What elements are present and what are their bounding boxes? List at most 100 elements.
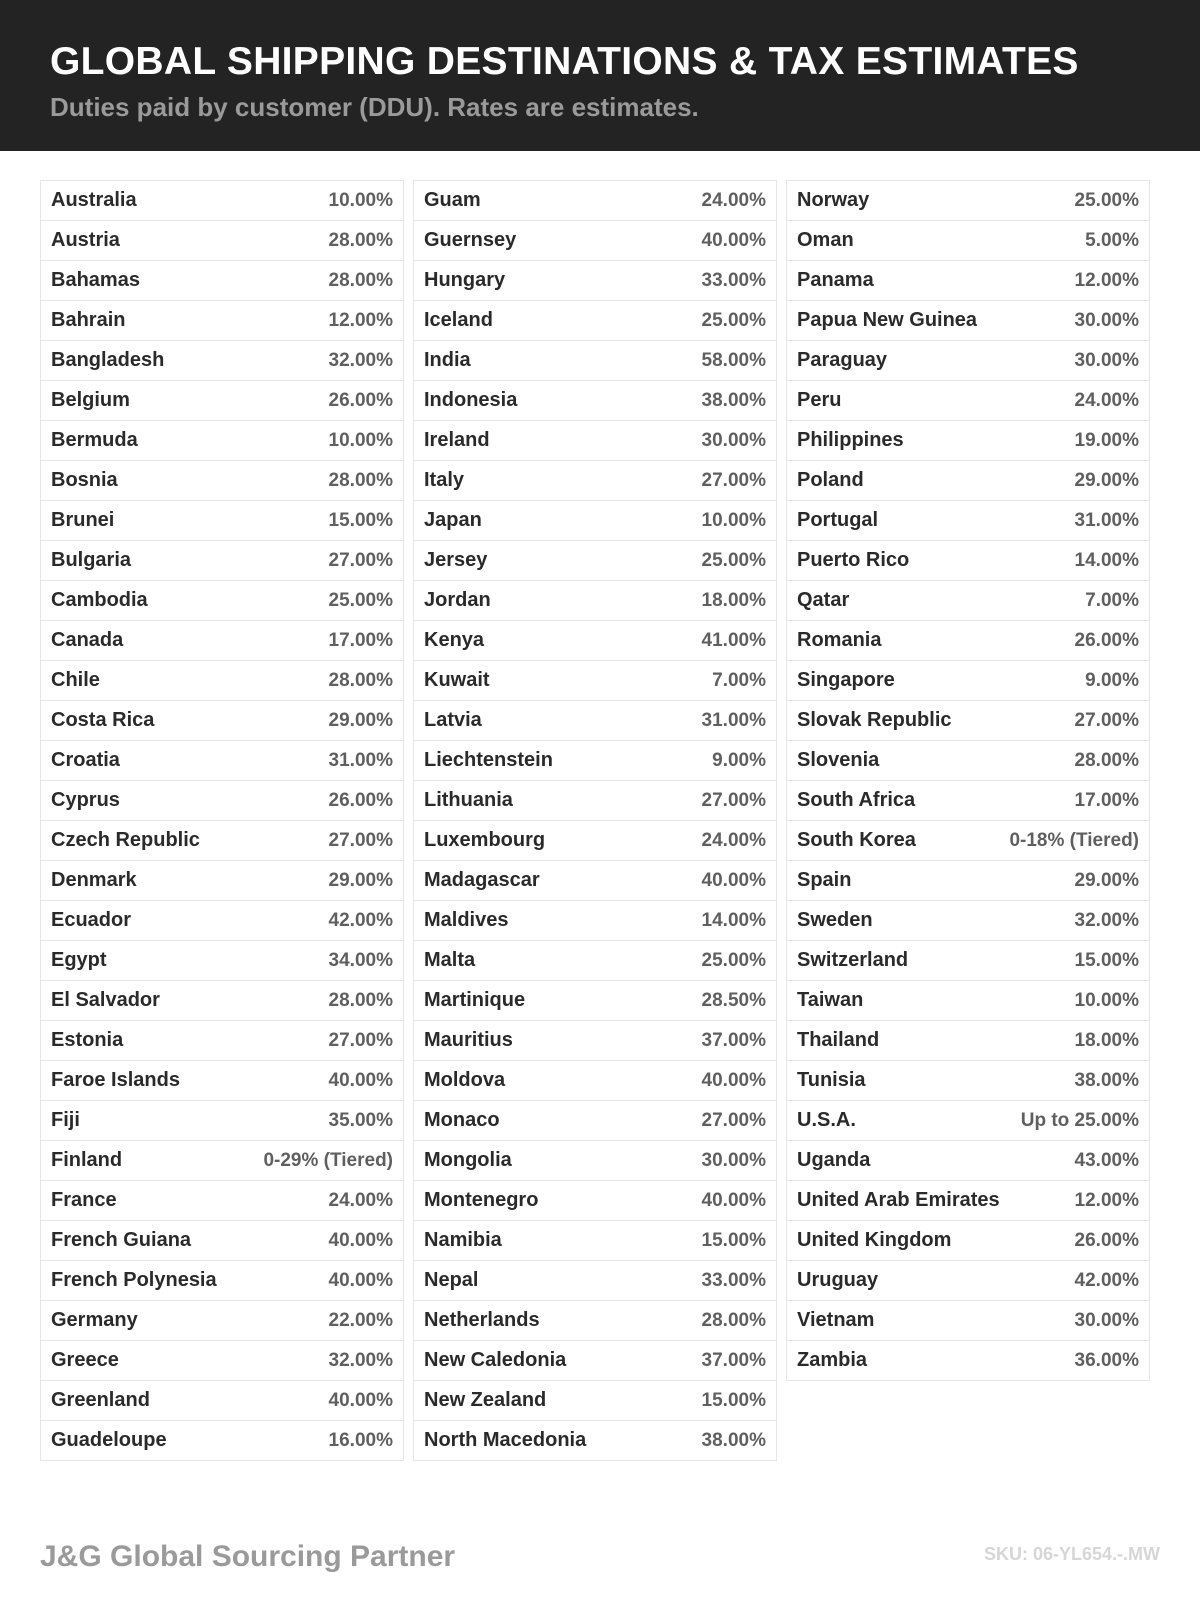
country-name: Zambia <box>797 1349 868 1371</box>
country-name: Costa Rica <box>51 709 155 731</box>
country-name: Moldova <box>424 1069 506 1091</box>
table-row: Japan 10.00% <box>414 501 776 541</box>
table-row: Guernsey 40.00% <box>414 221 776 261</box>
country-name: Croatia <box>51 749 120 771</box>
country-name: Uruguay <box>797 1269 879 1291</box>
tax-rate: 37.00% <box>701 1029 766 1051</box>
table-row: Faroe Islands 40.00% <box>41 1061 403 1101</box>
country-name: Ecuador <box>51 909 132 931</box>
tax-rate: 58.00% <box>701 349 766 371</box>
country-name: El Salvador <box>51 989 160 1011</box>
tax-rate: 27.00% <box>701 469 766 491</box>
tax-rate: 27.00% <box>328 549 393 571</box>
table-row: Maldives 14.00% <box>414 901 776 941</box>
table-row: French Polynesia 40.00% <box>41 1261 403 1301</box>
country-name: Jordan <box>424 589 491 611</box>
country-name: Greece <box>51 1349 119 1371</box>
tax-rate: 28.00% <box>328 469 393 491</box>
table-row: Thailand 18.00% <box>787 1021 1149 1061</box>
tax-rate: 15.00% <box>1074 949 1139 971</box>
country-name: Montenegro <box>424 1189 539 1211</box>
tax-rate: 40.00% <box>701 1189 766 1211</box>
country-name: Puerto Rico <box>797 549 910 571</box>
country-name: French Guiana <box>51 1229 192 1251</box>
tax-rate: 31.00% <box>701 709 766 731</box>
table-row: Singapore 9.00% <box>787 661 1149 701</box>
table-row: Costa Rica 29.00% <box>41 701 403 741</box>
country-name: Denmark <box>51 869 137 891</box>
rates-column-3: Norway 25.00% Oman 5.00% Panama 12.00% Papua N… <box>786 180 1150 1381</box>
country-name: Portugal <box>797 509 879 531</box>
table-row: Namibia 15.00% <box>414 1221 776 1261</box>
tax-rate: 33.00% <box>701 1269 766 1291</box>
tax-rate: 10.00% <box>701 509 766 531</box>
table-row: Jersey 25.00% <box>414 541 776 581</box>
tax-rate: 28.00% <box>328 669 393 691</box>
country-name: Malta <box>424 949 476 971</box>
country-name: North Macedonia <box>424 1429 587 1451</box>
country-name: South Korea <box>797 829 916 851</box>
table-row: Croatia 31.00% <box>41 741 403 781</box>
table-row: Taiwan 10.00% <box>787 981 1149 1021</box>
country-name: Kenya <box>424 629 485 651</box>
table-row: Iceland 25.00% <box>414 301 776 341</box>
tax-rate: 7.00% <box>1085 589 1139 611</box>
tax-rate: 42.00% <box>328 909 393 931</box>
country-name: Oman <box>797 229 854 251</box>
table-row: Cyprus 26.00% <box>41 781 403 821</box>
table-row: Uruguay 42.00% <box>787 1261 1149 1301</box>
table-row: Chile 28.00% <box>41 661 403 701</box>
tax-rate: 28.50% <box>701 989 766 1011</box>
country-name: Chile <box>51 669 100 691</box>
page-title: GLOBAL SHIPPING DESTINATIONS & TAX ESTIM… <box>50 40 1079 83</box>
country-name: Austria <box>51 229 120 251</box>
country-name: Luxembourg <box>424 829 546 851</box>
country-name: Singapore <box>797 669 895 691</box>
table-row: Qatar 7.00% <box>787 581 1149 621</box>
tax-rate: 43.00% <box>1074 1149 1139 1171</box>
table-row: Cambodia 25.00% <box>41 581 403 621</box>
table-row: Austria 28.00% <box>41 221 403 261</box>
country-name: Norway <box>797 189 870 211</box>
tax-rate: 24.00% <box>701 829 766 851</box>
country-name: Estonia <box>51 1029 124 1051</box>
tax-rate: 28.00% <box>328 269 393 291</box>
tax-rate: 28.00% <box>1074 749 1139 771</box>
tax-rate: 42.00% <box>1074 1269 1139 1291</box>
tax-rate: 38.00% <box>1074 1069 1139 1091</box>
table-row: Mauritius 37.00% <box>414 1021 776 1061</box>
table-row: South Africa 17.00% <box>787 781 1149 821</box>
tax-rate: 0-18% (Tiered) <box>1009 829 1139 851</box>
table-row: South Korea 0-18% (Tiered) <box>787 821 1149 861</box>
country-name: Latvia <box>424 709 482 731</box>
table-row: Spain 29.00% <box>787 861 1149 901</box>
table-row: Sweden 32.00% <box>787 901 1149 941</box>
table-row: Kenya 41.00% <box>414 621 776 661</box>
country-name: Egypt <box>51 949 107 971</box>
table-row: Bosnia 28.00% <box>41 461 403 501</box>
country-name: Hungary <box>424 269 506 291</box>
tax-rate: 25.00% <box>701 549 766 571</box>
country-name: Guernsey <box>424 229 517 251</box>
table-row: Puerto Rico 14.00% <box>787 541 1149 581</box>
tax-rate: 31.00% <box>1074 509 1139 531</box>
table-row: Bahamas 28.00% <box>41 261 403 301</box>
tax-rate: 32.00% <box>328 1349 393 1371</box>
tax-rate: 27.00% <box>328 829 393 851</box>
table-row: Ireland 30.00% <box>414 421 776 461</box>
tax-rate: 29.00% <box>1074 869 1139 891</box>
tax-rate: 9.00% <box>712 749 766 771</box>
tax-rate: 40.00% <box>328 1069 393 1091</box>
table-row: Moldova 40.00% <box>414 1061 776 1101</box>
country-name: Fiji <box>51 1109 80 1131</box>
country-name: Switzerland <box>797 949 909 971</box>
tax-rate: 14.00% <box>701 909 766 931</box>
table-row: Belgium 26.00% <box>41 381 403 421</box>
table-row: Italy 27.00% <box>414 461 776 501</box>
table-row: Norway 25.00% <box>787 181 1149 221</box>
country-name: Spain <box>797 869 852 891</box>
table-row: Denmark 29.00% <box>41 861 403 901</box>
country-name: Cambodia <box>51 589 148 611</box>
table-row: Bangladesh 32.00% <box>41 341 403 381</box>
table-row: Vietnam 30.00% <box>787 1301 1149 1341</box>
